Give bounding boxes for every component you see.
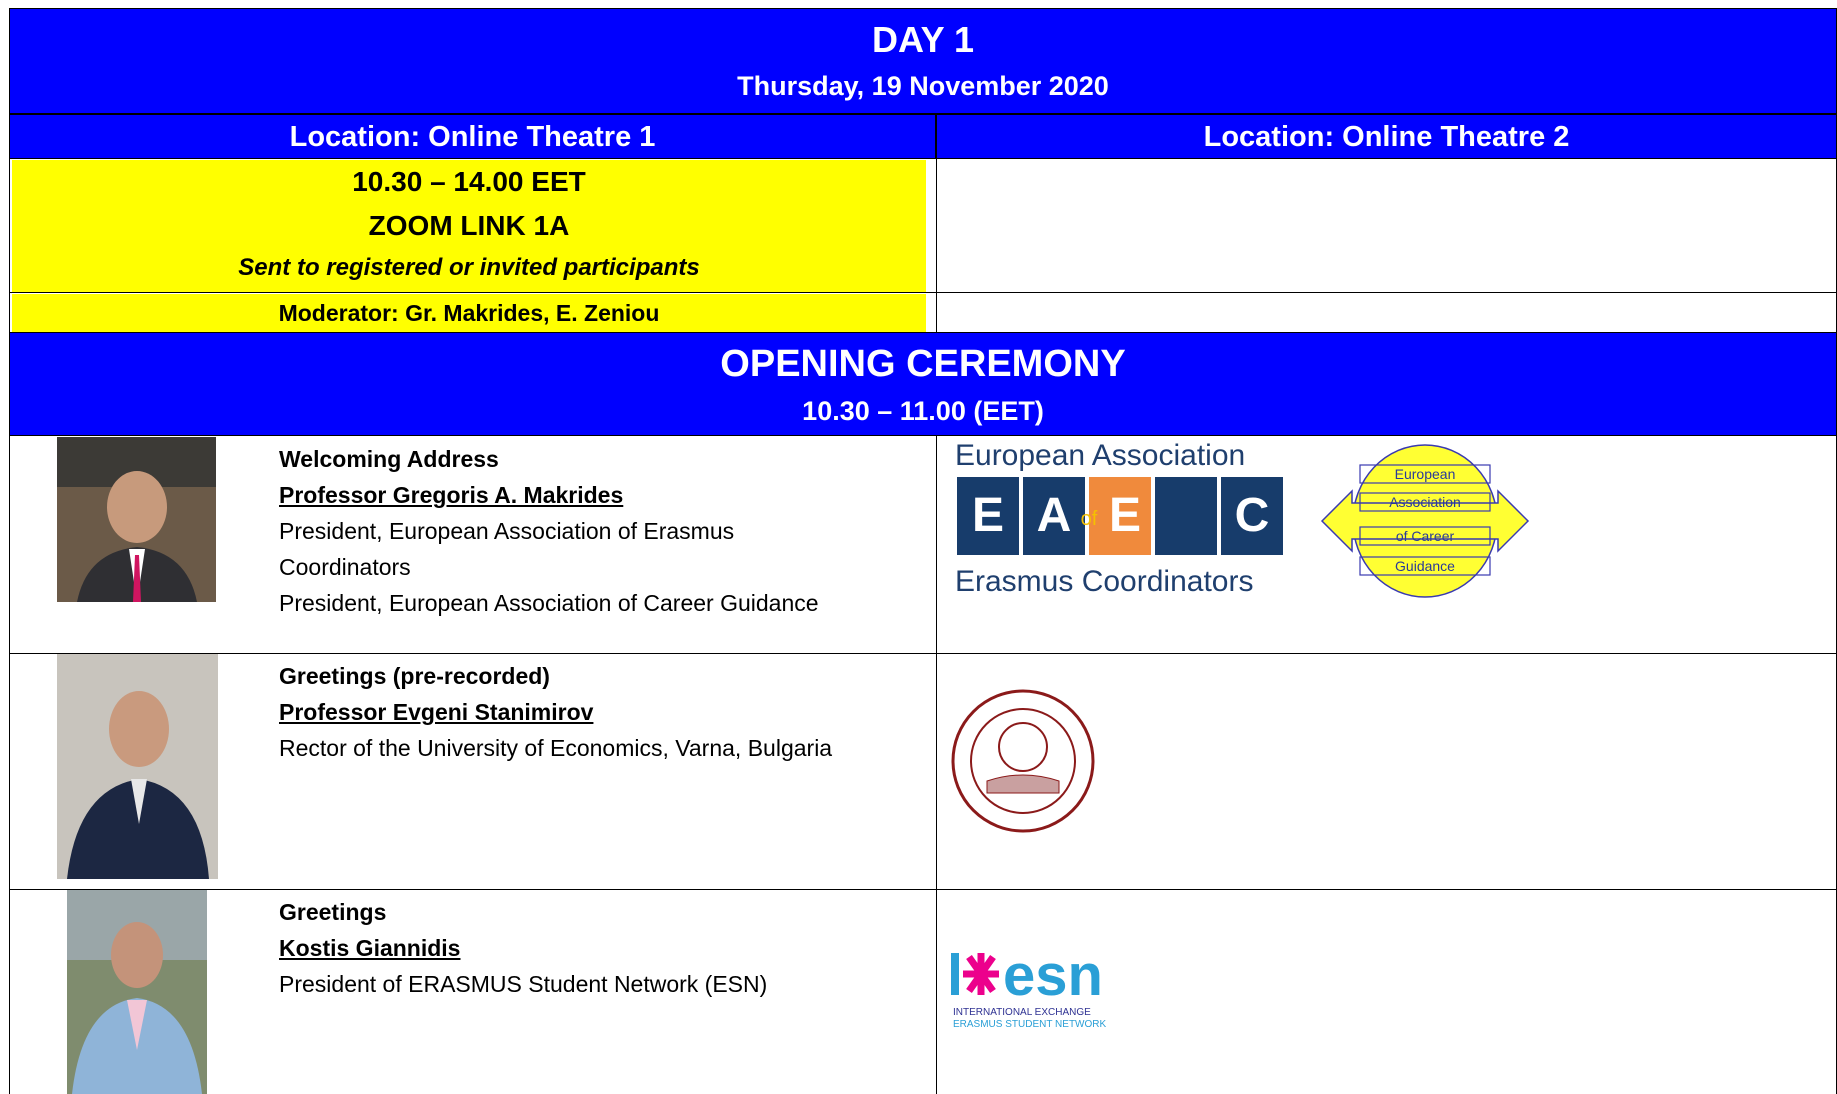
day-title: DAY 1: [871, 19, 975, 60]
section-header: OPENING CEREMONY 10.30 – 11.00 (EET): [9, 332, 1837, 436]
speaker: Greetings Kostis Giannidis President of …: [279, 894, 929, 1002]
logo-letter: of: [1081, 508, 1098, 530]
speaker-photo: [57, 654, 218, 879]
logo-text: esn: [1003, 943, 1103, 1008]
speaker-line: President, European Association of Caree…: [279, 590, 819, 616]
day-header: DAY 1 Thursday, 19 November 2020: [9, 8, 1837, 114]
logo-text: Erasmus Coordinators: [955, 565, 1253, 598]
speaker-photo: [57, 437, 216, 602]
location: Location: Online Theatre 2: [936, 114, 1837, 159]
divider: [9, 292, 1837, 293]
speaker: Welcoming Address Professor Gregoris A. …: [279, 441, 929, 621]
speaker-line: Rector of the University of Economics, V…: [279, 735, 833, 761]
session-time: 10.30 – 14.00 EET: [352, 166, 586, 197]
zoom-link: ZOOM LINK 1A: [368, 210, 570, 241]
logo-text: of Career: [1396, 528, 1455, 544]
speaker-name: Professor Evgeni Stanimirov: [279, 699, 594, 725]
speaker-role: Greetings: [279, 899, 387, 925]
speaker-line: President of ERASMUS Student Network (ES…: [279, 971, 768, 997]
logo-text: Association: [1389, 494, 1461, 510]
speaker: Greetings (pre-recorded) Professor Evgen…: [279, 658, 929, 766]
eaec-logo: European Association E A of E C Erasmus …: [955, 439, 1283, 598]
session-block: 10.30 – 14.00 EET ZOOM LINK 1A Sent to r…: [12, 160, 926, 293]
eacg-logo: European Association of Career Guidance: [1320, 444, 1530, 598]
section-title: OPENING CEREMONY: [720, 343, 1126, 385]
speaker-name: Kostis Giannidis: [279, 935, 461, 961]
logo-letter: E: [1109, 489, 1141, 542]
university-seal: [951, 689, 1095, 833]
location: Location: Online Theatre 1: [9, 114, 936, 159]
day-date: Thursday, 19 November 2020: [737, 71, 1109, 101]
section-time: 10.30 – 11.00 (EET): [802, 396, 1044, 426]
divider: [9, 889, 1837, 890]
divider: [936, 436, 937, 1094]
divider: [936, 159, 937, 332]
moderator: Moderator: Gr. Makrides, E. Zeniou: [12, 294, 926, 332]
logo-letter: E: [972, 489, 1004, 542]
logo-text: European Association: [955, 439, 1245, 472]
speaker-photo: [67, 890, 207, 1094]
logo-text: ERASMUS STUDENT NETWORK: [953, 1019, 1106, 1030]
logo-letter: C: [1235, 489, 1270, 542]
logo-text: European: [1395, 466, 1456, 482]
logo-text: INTERNATIONAL EXCHANGE: [953, 1007, 1091, 1018]
speaker-line: President, European Association of Erasm…: [279, 518, 735, 580]
esn-logo: esn INTERNATIONAL EXCHANGE ERASMUS STUDE…: [951, 943, 1106, 1030]
session-note: Sent to registered or invited participan…: [238, 254, 700, 281]
speaker-name: Professor Gregoris A. Makrides: [279, 482, 624, 508]
speaker-role: Welcoming Address: [279, 446, 499, 472]
divider: [9, 653, 1837, 654]
logo-letter: A: [1037, 489, 1072, 542]
speaker-role: Greetings (pre-recorded): [279, 663, 550, 689]
border: [9, 436, 10, 1094]
logo-text: Guidance: [1395, 558, 1455, 574]
